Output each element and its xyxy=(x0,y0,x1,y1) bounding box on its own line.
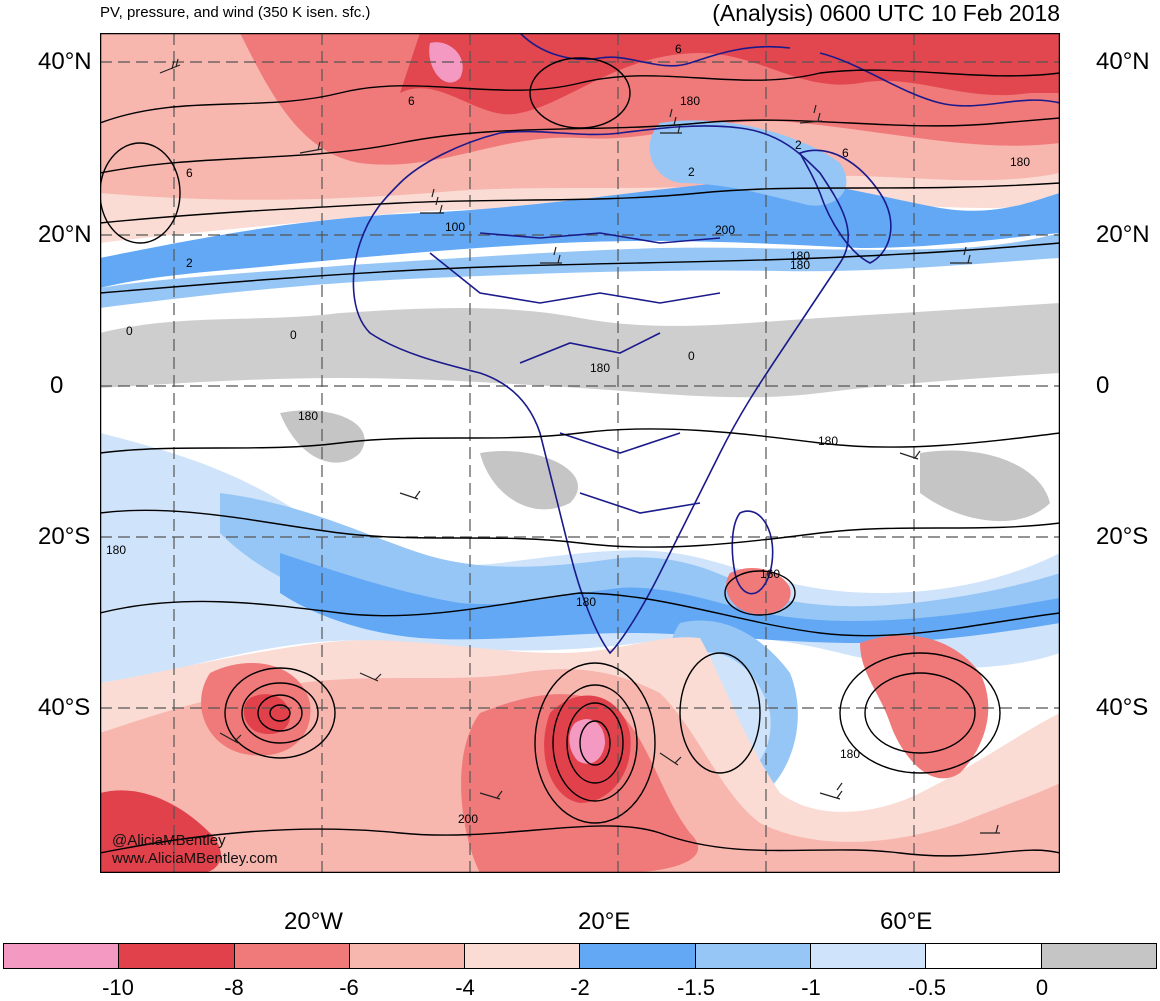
pv-map: 6 6 2 2 6 180 2 6 180 180 100 200 180 0 … xyxy=(100,33,1060,873)
colorbar-swatch xyxy=(349,944,466,968)
colorbar-label: -1 xyxy=(801,975,821,1000)
lat-label-40n-left: 40°N xyxy=(38,48,92,75)
colorbar-label: 0 xyxy=(1035,975,1049,1000)
pv-field-north-dark xyxy=(400,33,1060,115)
colorbar-swatch xyxy=(234,944,350,968)
lat-label-20s-right: 20°S xyxy=(1096,523,1149,550)
pv-field-cutoff-west-dark xyxy=(243,694,290,735)
colorbar-label: -10 xyxy=(102,975,134,1000)
contour-label: 180 xyxy=(576,595,596,609)
contour-label: 180 xyxy=(106,543,126,557)
contour-label: 6 xyxy=(408,94,415,108)
contour-label: 180 xyxy=(790,258,810,272)
contour-label: 200 xyxy=(715,223,735,237)
watermark-line1: @AliciaMBentley xyxy=(112,832,226,849)
pv-field-blue-band-north-mid xyxy=(100,233,1060,308)
pv-field-gray-patch-2 xyxy=(480,451,578,510)
map-subtitle: PV, pressure, and wind (350 K isen. sfc.… xyxy=(100,4,371,21)
pv-field-south-dark-west xyxy=(100,790,221,873)
lat-label-20s-left: 20°S xyxy=(38,523,91,550)
pv-field-gray-patch-3 xyxy=(920,450,1050,522)
colorbar xyxy=(3,943,1157,969)
lat-label-20n-right: 20°N xyxy=(1096,221,1150,248)
contour-label: 180 xyxy=(298,409,318,423)
graticule xyxy=(100,33,1060,873)
colorbar-label: -0.5 xyxy=(908,975,946,1000)
colorbar-label: -6 xyxy=(339,975,359,1000)
contour-label: 0 xyxy=(290,328,297,342)
lon-label-20w: 20°W xyxy=(284,908,343,935)
wind-barbs xyxy=(159,58,1000,834)
pressure-contours xyxy=(100,57,1060,857)
pv-field-cutoff-center-pink xyxy=(569,719,605,764)
contour-label: 0 xyxy=(688,349,695,363)
contour-label: 2 xyxy=(795,138,802,152)
contour-label: 180 xyxy=(680,94,700,108)
lon-label-20e: 20°E xyxy=(578,908,631,935)
colorbar-swatch xyxy=(119,944,235,968)
lon-label-60e: 60°E xyxy=(880,908,933,935)
contour-label: 2 xyxy=(186,256,193,270)
pv-field-gray-tropics xyxy=(100,303,1060,398)
contour-label: 0 xyxy=(126,324,133,338)
colorbar-swatch xyxy=(1041,944,1156,968)
contour-label: 180 xyxy=(840,747,860,761)
colorbar-swatch xyxy=(811,944,927,968)
contour-label: 6 xyxy=(186,166,193,180)
contour-label: 180 xyxy=(590,361,610,375)
colorbar-label: -1.5 xyxy=(677,975,715,1000)
colorbar-swatch xyxy=(580,944,696,968)
colorbar-label: -2 xyxy=(570,975,590,1000)
watermark-line2: www.AliciaMBentley.com xyxy=(111,850,278,867)
contour-label: 2 xyxy=(688,165,695,179)
colorbar-swatch xyxy=(465,944,581,968)
contour-labels: 6 6 2 2 6 180 2 6 180 180 100 200 180 0 … xyxy=(106,42,1030,826)
pv-field-blue-band-south xyxy=(280,553,1060,643)
colorbar-swatch xyxy=(4,944,120,968)
contour-label: 180 xyxy=(1010,155,1030,169)
colorbar-label: -8 xyxy=(224,975,244,1000)
contour-label: 6 xyxy=(675,42,682,56)
contour-label: 180 xyxy=(818,434,838,448)
colorbar-swatch xyxy=(926,944,1042,968)
contour-label: 200 xyxy=(458,812,478,826)
pv-field-blue-arabia xyxy=(649,120,847,206)
lat-label-40s-left: 40°S xyxy=(38,694,91,721)
lat-label-40s-right: 40°S xyxy=(1096,694,1149,721)
lat-label-eq-right: 0 xyxy=(1096,372,1110,399)
colorbar-swatch xyxy=(695,944,812,968)
lat-label-20n-left: 20°N xyxy=(38,221,92,248)
contour-label: 6 xyxy=(842,146,849,160)
map-title: (Analysis) 0600 UTC 10 Feb 2018 xyxy=(712,0,1060,26)
map-border xyxy=(100,33,1060,873)
contour-label: 180 xyxy=(790,249,810,263)
lat-label-eq-left: 0 xyxy=(50,372,64,399)
contour-label: 100 xyxy=(445,220,465,234)
coastlines xyxy=(352,33,1060,655)
contour-label: 160 xyxy=(760,567,780,581)
colorbar-label: -4 xyxy=(455,975,475,1000)
lat-label-40n-right: 40°N xyxy=(1096,48,1150,75)
